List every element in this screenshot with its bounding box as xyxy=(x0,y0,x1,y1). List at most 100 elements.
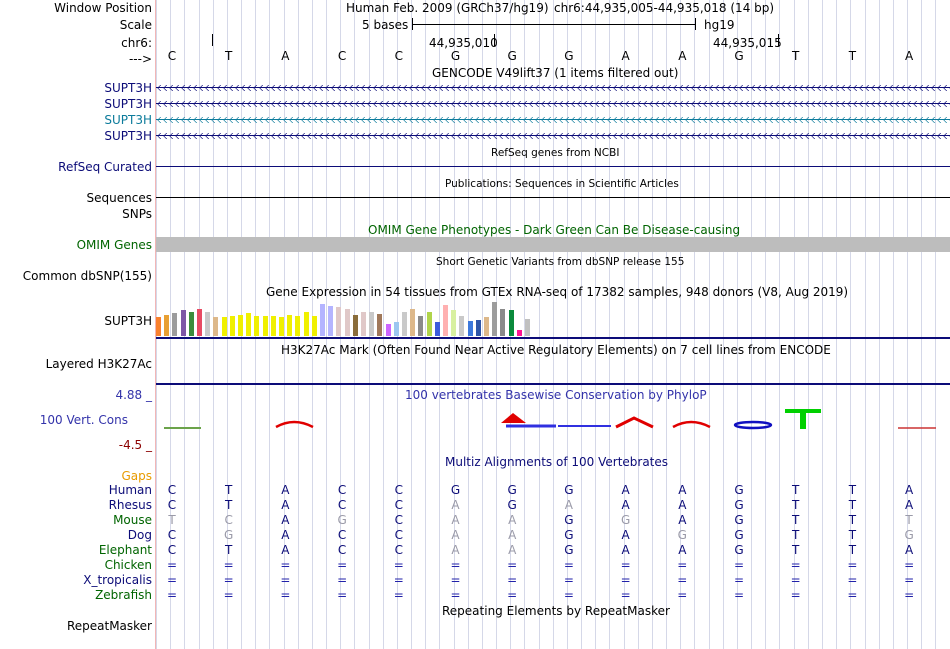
alignment-base: = xyxy=(847,573,858,587)
alignment-base: G xyxy=(904,528,914,542)
gtex-tissue-bar[interactable] xyxy=(525,319,530,336)
grid-line xyxy=(694,0,696,649)
reference-base: G xyxy=(450,49,461,63)
gencode-transcript-feature[interactable] xyxy=(156,133,950,139)
alignment-base: = xyxy=(733,573,745,587)
reference-base: T xyxy=(225,49,233,63)
publications-line[interactable] xyxy=(156,197,950,198)
species-label[interactable]: Dog xyxy=(127,528,152,542)
gtex-tissue-bar[interactable] xyxy=(262,316,268,336)
species-label[interactable]: Rhesus xyxy=(108,498,152,512)
alignment-base: A xyxy=(678,483,687,497)
gtex-tissue-bar[interactable] xyxy=(459,316,465,336)
alignment-base: = xyxy=(450,573,461,587)
gtex-tissue-bar[interactable] xyxy=(254,316,260,336)
refseq-line[interactable] xyxy=(156,166,950,167)
grid-line xyxy=(581,0,583,649)
gtex-tissue-bar[interactable] xyxy=(451,310,457,336)
gtex-tissue-bar[interactable] xyxy=(221,317,227,336)
gencode-transcript-feature[interactable] xyxy=(156,85,950,91)
grid-line xyxy=(666,0,668,649)
gtex-tissue-bar[interactable] xyxy=(164,315,170,336)
gencode-transcript-feature[interactable] xyxy=(156,117,950,123)
conservation-label[interactable]: 100 Vert. Cons xyxy=(39,413,128,427)
gtex-tissue-bar[interactable] xyxy=(295,316,301,336)
gtex-tissue-bar[interactable] xyxy=(188,312,194,336)
species-label[interactable]: Elephant xyxy=(98,543,152,557)
grid-line xyxy=(807,0,809,649)
species-label[interactable]: Human xyxy=(108,483,152,497)
reference-base: A xyxy=(621,49,630,63)
gtex-tissue-bar[interactable] xyxy=(197,309,202,336)
repeatmasker-label[interactable]: RepeatMasker xyxy=(66,619,152,633)
gtex-tissue-bar[interactable] xyxy=(156,317,161,336)
gaps-label[interactable]: Gaps xyxy=(121,469,152,483)
gencode-transcript-label[interactable]: SUPT3H xyxy=(104,81,152,95)
species-label[interactable]: Chicken xyxy=(104,558,152,572)
gtex-tissue-bar[interactable] xyxy=(443,305,448,336)
gtex-tissue-bar[interactable] xyxy=(229,316,235,336)
gtex-tissue-bar[interactable] xyxy=(385,324,391,336)
species-label[interactable]: Zebrafish xyxy=(95,588,152,602)
gtex-tissue-bar[interactable] xyxy=(238,315,243,336)
gtex-tissue-bar[interactable] xyxy=(402,312,407,336)
alignment-base: T xyxy=(792,483,800,497)
gtex-tissue-bar[interactable] xyxy=(475,320,481,336)
gtex-tissue-bar[interactable] xyxy=(492,302,498,336)
gtex-tissue-bar[interactable] xyxy=(418,316,424,336)
grid-line xyxy=(821,0,823,649)
alignment-base: C xyxy=(394,528,403,542)
gtex-tissue-bar[interactable] xyxy=(369,312,375,336)
gtex-tissue-bar[interactable] xyxy=(328,306,334,336)
grid-line xyxy=(878,0,880,649)
gtex-tissue-bar[interactable] xyxy=(287,315,293,336)
omim-feature[interactable] xyxy=(156,237,950,252)
gtex-tissue-bar[interactable] xyxy=(205,312,211,336)
gtex-label[interactable]: SUPT3H xyxy=(104,314,152,328)
gtex-tissue-bar[interactable] xyxy=(434,322,440,336)
gtex-tissue-bar[interactable] xyxy=(467,321,473,336)
alignment-base: = xyxy=(166,588,178,602)
gtex-tissue-bar[interactable] xyxy=(508,310,514,336)
gtex-tissue-bar[interactable] xyxy=(500,309,506,336)
gtex-tissue-bar[interactable] xyxy=(484,317,489,336)
gtex-tissue-bar[interactable] xyxy=(344,309,350,336)
gtex-tissue-bar[interactable] xyxy=(180,310,186,336)
alignment-base: = xyxy=(507,558,518,572)
gtex-tissue-bar[interactable] xyxy=(246,313,252,336)
snps-label[interactable]: SNPs xyxy=(122,207,152,221)
gtex-tissue-bar[interactable] xyxy=(516,330,522,336)
gtex-tissue-bar[interactable] xyxy=(393,322,399,336)
alignment-base: A xyxy=(508,543,517,557)
gtex-tissue-bar[interactable] xyxy=(303,312,309,336)
gtex-tissue-bar[interactable] xyxy=(311,316,317,336)
omim-label[interactable]: OMIM Genes xyxy=(76,238,152,252)
dbsnp-label[interactable]: Common dbSNP(155) xyxy=(22,269,152,283)
window-position-label: Window Position xyxy=(54,1,152,15)
species-label[interactable]: Mouse xyxy=(113,513,152,527)
gtex-tissue-bar[interactable] xyxy=(270,316,276,336)
alignment-base: C xyxy=(167,483,177,497)
gtex-tissue-bar[interactable] xyxy=(410,309,416,336)
gtex-tissue-bar[interactable] xyxy=(213,317,219,336)
gtex-tissue-bar[interactable] xyxy=(352,315,358,336)
refseq-label[interactable]: RefSeq Curated xyxy=(58,160,152,174)
gencode-transcript-label[interactable]: SUPT3H xyxy=(104,129,152,143)
gencode-transcript-label[interactable]: SUPT3H xyxy=(104,113,152,127)
gencode-transcript-label[interactable]: SUPT3H xyxy=(104,97,152,111)
gtex-tissue-bar[interactable] xyxy=(361,312,366,336)
publications-label[interactable]: Sequences xyxy=(86,191,152,205)
gencode-transcript-feature[interactable] xyxy=(156,101,950,107)
h3k27ac-label[interactable]: Layered H3K27Ac xyxy=(45,357,152,371)
gtex-tissue-bar[interactable] xyxy=(320,304,325,336)
conservation-logo[interactable] xyxy=(156,405,950,435)
alignment-base: T xyxy=(848,543,857,557)
gtex-tissue-bar[interactable] xyxy=(279,317,284,336)
window-position-value[interactable]: chr6:44,935,005-44,935,018 (14 bp) xyxy=(554,1,775,15)
gtex-tissue-bar[interactable] xyxy=(172,313,178,336)
gtex-tissue-bar[interactable] xyxy=(377,314,383,336)
gtex-bar-chart[interactable] xyxy=(156,300,536,336)
species-label[interactable]: X_tropicalis xyxy=(83,573,152,587)
gtex-tissue-bar[interactable] xyxy=(336,307,342,336)
gtex-tissue-bar[interactable] xyxy=(426,312,432,336)
